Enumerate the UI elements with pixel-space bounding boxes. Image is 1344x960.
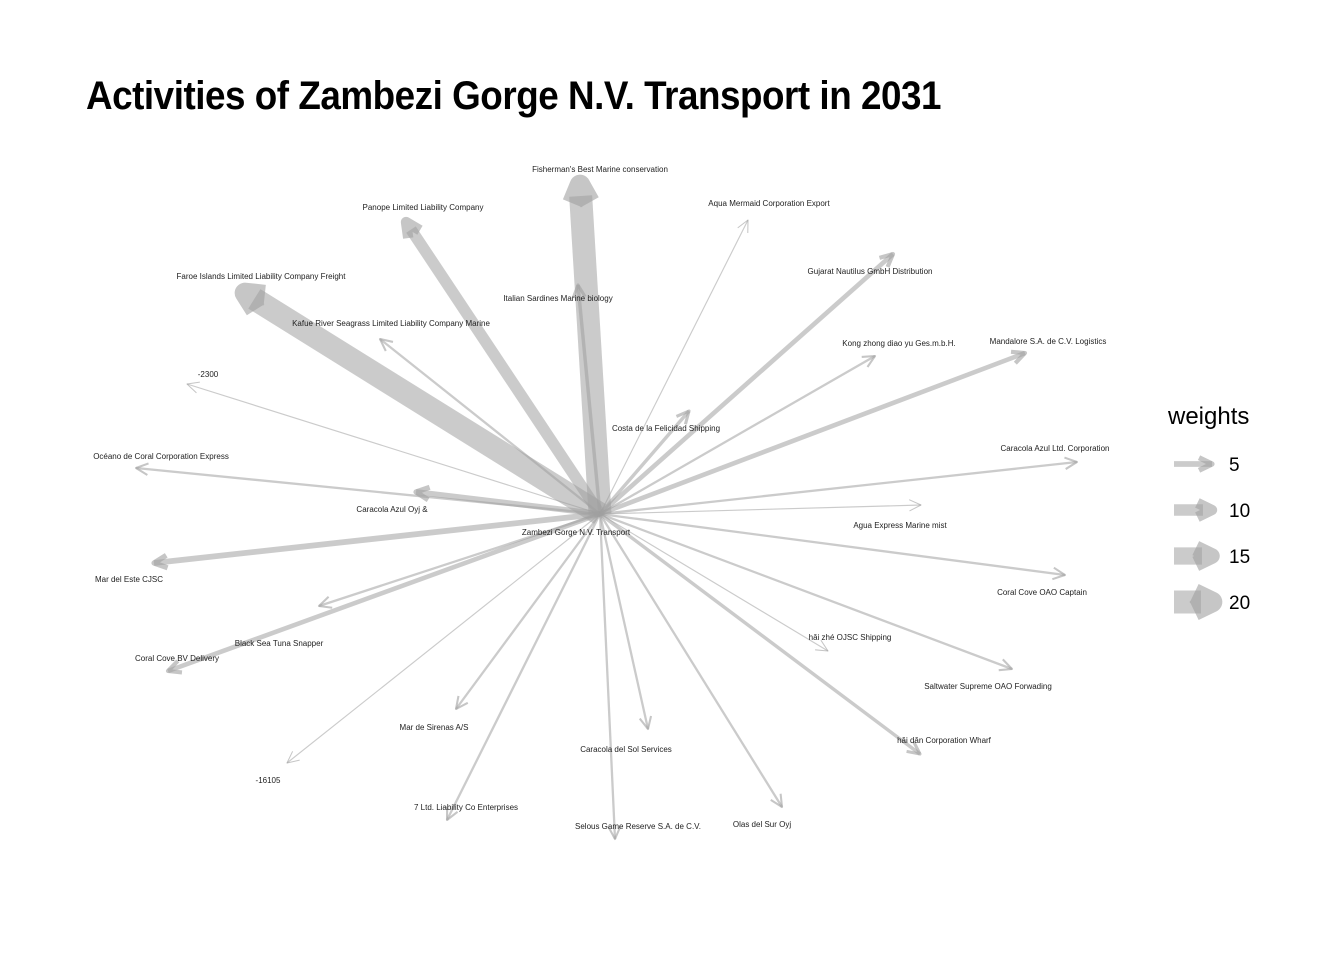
edge-selous-game-reserve-s-a-de-c-v xyxy=(598,513,622,841)
edge-caracola-azul-ltd-corporation xyxy=(599,456,1079,516)
node-label-mandalore-s-a-de-c-v-logistics: Mandalore S.A. de C.V. Logistics xyxy=(990,337,1107,346)
node-label-kong-zhong-diao-yu-ges-m-b-h: Kong zhong diao yu Ges.m.b.H. xyxy=(842,339,955,348)
node-label-mar-del-este-cjsc: Mar del Este CJSC xyxy=(95,575,163,584)
edge-panope-limited-liability-company xyxy=(400,216,605,518)
edge-kong-zhong-diao-yu-ges-m-b-h xyxy=(599,354,877,515)
node-label-h-i-d-n-corporation-wharf: hǎi dǎn Corporation Wharf xyxy=(897,736,992,745)
edge-2300 xyxy=(186,381,601,515)
node-label-caracola-azul-ltd-corporation: Caracola Azul Ltd. Corporation xyxy=(1001,444,1110,453)
node-label-16105: -16105 xyxy=(256,776,281,785)
edge-kafue-river-seagrass-limited-liability-company-marine xyxy=(378,337,601,515)
node-label-olas-del-sur-oyj: Olas del Sur Oyj xyxy=(733,820,791,829)
edge-mar-del-este-cjsc xyxy=(151,511,601,571)
legend-label-20: 20 xyxy=(1229,593,1250,614)
legend: weights 5 10 15 20 xyxy=(1167,403,1250,620)
edge-agua-express-marine-mist xyxy=(599,499,922,515)
edge-gujarat-nautilus-gmbh-distribution xyxy=(598,251,896,516)
node-label-agua-express-marine-mist: Agua Express Marine mist xyxy=(853,521,947,530)
legend-key-15 xyxy=(1174,541,1220,571)
legend-title: weights xyxy=(1167,403,1249,430)
edge-italian-sardines-marine-biology xyxy=(571,283,602,515)
node-label-caracola-del-sol-services: Caracola del Sol Services xyxy=(580,745,672,754)
node-label-saltwater-supreme-oao-forwading: Saltwater Supreme OAO Forwading xyxy=(924,682,1052,691)
node-label-oc-ano-de-coral-corporation-express: Océano de Coral Corporation Express xyxy=(93,452,229,461)
node-label-panope-limited-liability-company: Panope Limited Liability Company xyxy=(363,203,484,212)
edge-oc-ano-de-coral-corporation-express xyxy=(134,462,601,516)
edge-black-sea-tuna-snapper xyxy=(317,512,601,609)
node-label-caracola-azul-oyj: Caracola Azul Oyj & xyxy=(356,505,428,514)
edge-h-i-zh-ojsc-shipping xyxy=(599,513,829,652)
node-label-costa-de-la-felicidad-shipping: Costa de la Felicidad Shipping xyxy=(612,424,720,433)
legend-label-5: 5 xyxy=(1229,455,1240,476)
edge-fisherman-s-best-marine-conservation xyxy=(562,174,612,515)
node-label-italian-sardines-marine-biology: Italian Sardines Marine biology xyxy=(503,294,612,303)
legend-label-15: 15 xyxy=(1229,547,1250,568)
edge-mar-de-sirenas-a-s xyxy=(454,513,601,711)
legend-key-5 xyxy=(1174,455,1215,473)
edge-saltwater-supreme-oao-forwading xyxy=(599,512,1014,672)
edge-aqua-mermaid-corporation-export xyxy=(599,219,749,515)
edge-h-i-d-n-corporation-wharf xyxy=(598,512,922,756)
edge-caracola-del-sol-services xyxy=(598,513,653,731)
edge-mandalore-s-a-de-c-v-logistics xyxy=(599,349,1028,517)
legend-key-20 xyxy=(1174,584,1223,620)
node-label-black-sea-tuna-snapper: Black Sea Tuna Snapper xyxy=(235,639,324,648)
edge-costa-de-la-felicidad-shipping xyxy=(598,409,691,516)
node-label-fisherman-s-best-marine-conservation: Fisherman's Best Marine conservation xyxy=(532,165,668,174)
labels-layer: Fisherman's Best Marine conservation Pano… xyxy=(93,165,1109,831)
node-label-center: Zambezi Gorge N.V. Transport xyxy=(522,528,631,537)
legend-key-10 xyxy=(1174,498,1218,522)
node-label-selous-game-reserve-s-a-de-c-v: Selous Game Reserve S.A. de C.V. xyxy=(575,822,701,831)
edge-coral-cove-oao-captain xyxy=(599,512,1067,581)
node-label-2300: -2300 xyxy=(198,370,219,379)
node-label-aqua-mermaid-corporation-export: Aqua Mermaid Corporation Export xyxy=(708,199,830,208)
node-label-mar-de-sirenas-a-s: Mar de Sirenas A/S xyxy=(400,723,469,732)
edges-layer xyxy=(134,174,1079,841)
node-label-kafue-river-seagrass-limited-liability-company-marine: Kafue River Seagrass Limited Liability C… xyxy=(292,319,490,328)
node-label-faroe-islands-limited-liability-company-freight: Faroe Islands Limited Liability Company … xyxy=(177,272,347,281)
chart-title: Activities of Zambezi Gorge N.V. Transpo… xyxy=(86,74,942,118)
edge-olas-del-sur-oyj xyxy=(599,513,784,809)
node-label-h-i-zh-ojsc-shipping: hǎi zhé OJSC Shipping xyxy=(809,633,892,642)
edge-faroe-islands-limited-liability-company-freight xyxy=(234,282,607,524)
edge-16105 xyxy=(286,513,601,764)
edge-7-ltd-liability-co-enterprises xyxy=(445,513,602,822)
node-label-gujarat-nautilus-gmbh-distribution: Gujarat Nautilus GmbH Distribution xyxy=(808,267,933,276)
node-label-coral-cove-bv-delivery: Coral Cove BV Delivery xyxy=(135,654,219,663)
edge-coral-cove-bv-delivery xyxy=(165,511,601,675)
legend-label-10: 10 xyxy=(1229,501,1250,522)
node-label-7-ltd-liability-co-enterprises: 7 Ltd. Liability Co Enterprises xyxy=(414,803,518,812)
node-label-coral-cove-oao-captain: Coral Cove OAO Captain xyxy=(997,588,1087,597)
